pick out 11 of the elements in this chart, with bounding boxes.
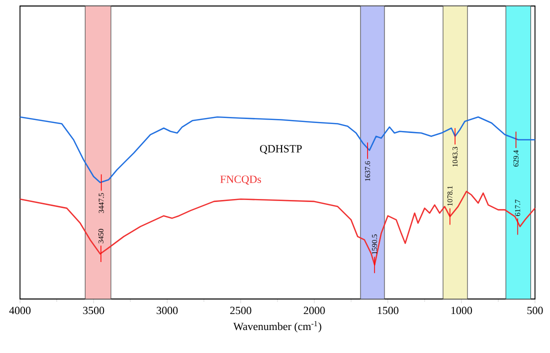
x-tick-label: 1000	[451, 306, 472, 314]
x-tick-label: 2000	[304, 306, 325, 314]
series-label: FNCQDs	[220, 176, 262, 185]
x-tick-label: 1500	[378, 306, 398, 314]
x-tick-label: 500	[527, 306, 543, 314]
x-tick-label: 3500	[83, 306, 104, 314]
x-tick-label: 2500	[230, 306, 252, 314]
x-tick-label: 3000	[156, 306, 178, 314]
text: QDHSTP	[260, 145, 302, 154]
x-tick-label: 4000	[9, 306, 31, 314]
x-axis-title: Wavenumber (cm$^{-1}$)	[233, 321, 322, 332]
